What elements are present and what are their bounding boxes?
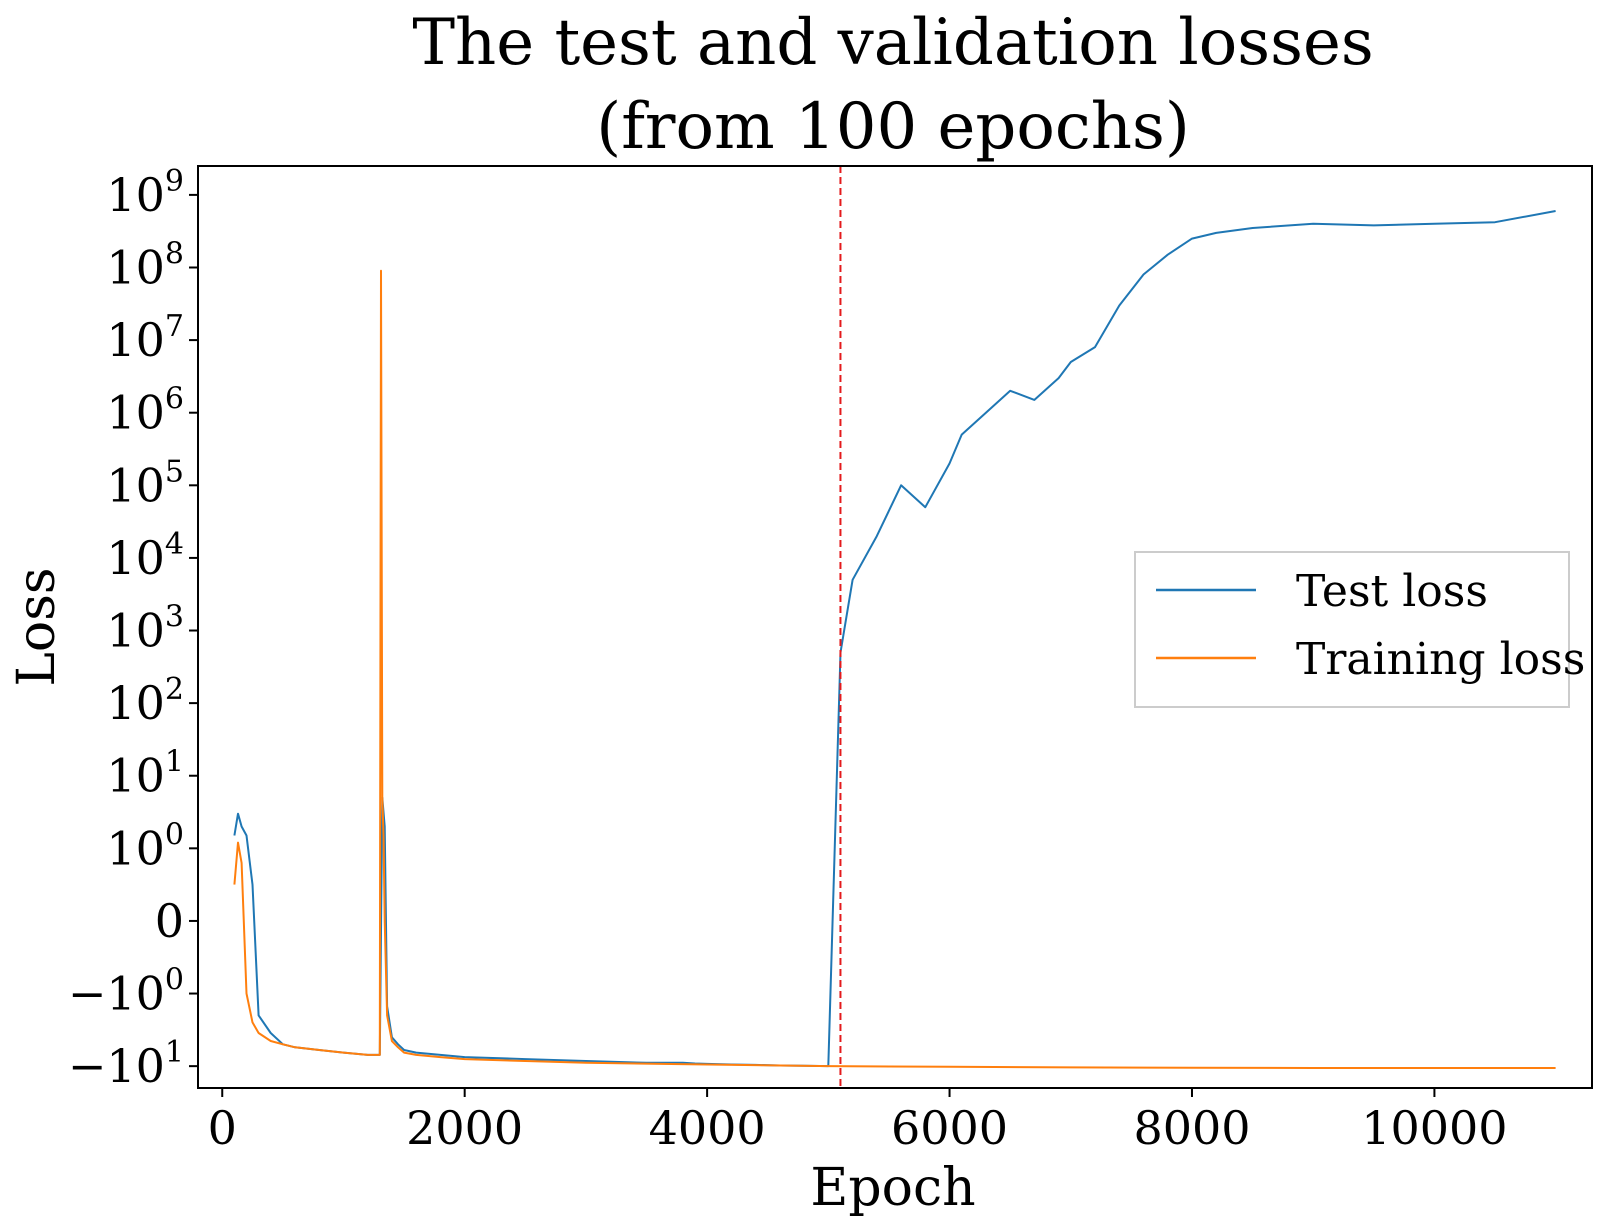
plot-frame	[197, 165, 1593, 1089]
x-axis-ticks: 0 2000 4000 6000 8000 10000	[208, 1088, 1508, 1155]
legend-label-test-loss: Test loss	[1296, 566, 1488, 617]
y-tick-label: 100	[106, 817, 184, 875]
y-tick-label: 0	[155, 894, 184, 948]
legend: Test loss Training loss	[1134, 551, 1585, 708]
x-tick-label: 0	[208, 1101, 237, 1155]
series-line-training-loss	[233, 269, 1556, 1069]
y-tick-label: 109	[106, 164, 184, 222]
x-axis-label: Epoch	[810, 1158, 975, 1218]
legend-box	[1134, 551, 1570, 708]
y-tick-label: 105	[106, 454, 184, 512]
y-tick-label: 103	[106, 600, 184, 658]
x-tick-label: 2000	[406, 1101, 523, 1155]
y-tick-label: −101	[68, 1035, 184, 1093]
x-tick-label: 6000	[891, 1101, 1008, 1155]
y-tick-label: 101	[106, 745, 184, 803]
x-tick-label: 10000	[1361, 1101, 1507, 1155]
y-tick-label: 106	[106, 382, 184, 440]
y-tick-label: −100	[68, 963, 184, 1021]
y-tick-label: 104	[106, 527, 184, 585]
y-tick-label: 107	[106, 309, 184, 367]
chart-title: The test and validation losses	[412, 6, 1373, 80]
y-tick-label: 108	[106, 236, 184, 294]
plot-area	[233, 166, 1556, 1088]
legend-label-training-loss: Training loss	[1296, 634, 1585, 685]
x-tick-label: 8000	[1133, 1101, 1250, 1155]
y-axis-ticks: 109 108 107 106 105 104 103 102 101 100 0 −100 −101	[68, 164, 198, 1093]
y-axis-label: Loss	[7, 567, 67, 686]
x-tick-label: 4000	[649, 1101, 766, 1155]
y-tick-label: 102	[106, 672, 184, 730]
chart-subtitle: (from 100 epochs)	[596, 90, 1190, 164]
